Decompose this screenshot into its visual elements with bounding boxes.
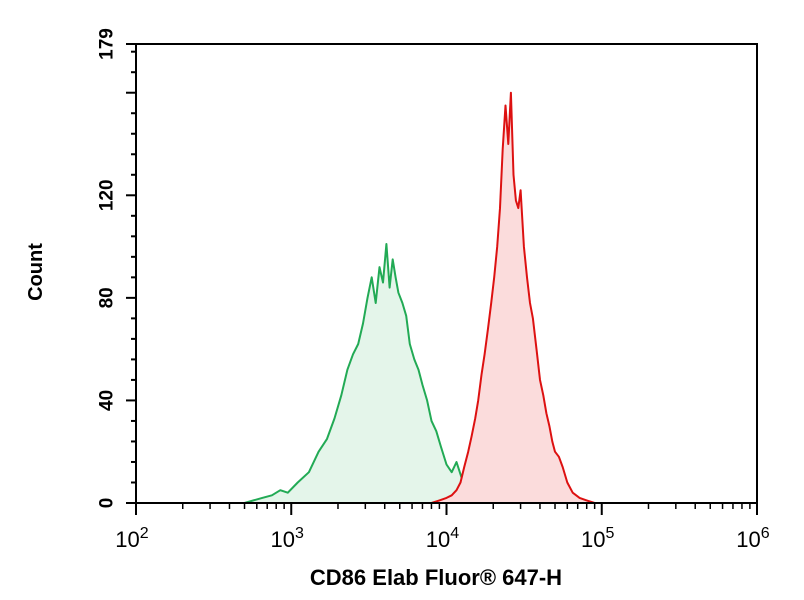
series-2-line bbox=[431, 91, 595, 504]
x-tick-label: 103 bbox=[271, 525, 304, 552]
series-2-fill bbox=[431, 92, 595, 503]
x-tick-label: 106 bbox=[736, 525, 769, 552]
y-tick-label: 0 bbox=[97, 498, 118, 509]
y-tick-label: 120 bbox=[97, 179, 118, 211]
y-tick-label: 179 bbox=[97, 28, 118, 60]
axes: 0 40 80 120 179 102 103 104 105 106 bbox=[97, 28, 770, 552]
x-tick-label: 104 bbox=[426, 525, 459, 552]
x-tick-label: 102 bbox=[115, 525, 148, 552]
series-1-fill bbox=[244, 244, 494, 503]
series-1-line bbox=[244, 243, 494, 504]
plot-area bbox=[244, 91, 595, 504]
y-axis-label: Count bbox=[25, 243, 47, 301]
x-axis-label: CD86 Elab Fluor® 647-H bbox=[310, 565, 562, 590]
y-tick-label: 80 bbox=[97, 287, 118, 308]
x-tick-label: 105 bbox=[581, 525, 614, 552]
y-tick-label: 40 bbox=[97, 390, 118, 411]
plot-frame bbox=[135, 43, 758, 504]
